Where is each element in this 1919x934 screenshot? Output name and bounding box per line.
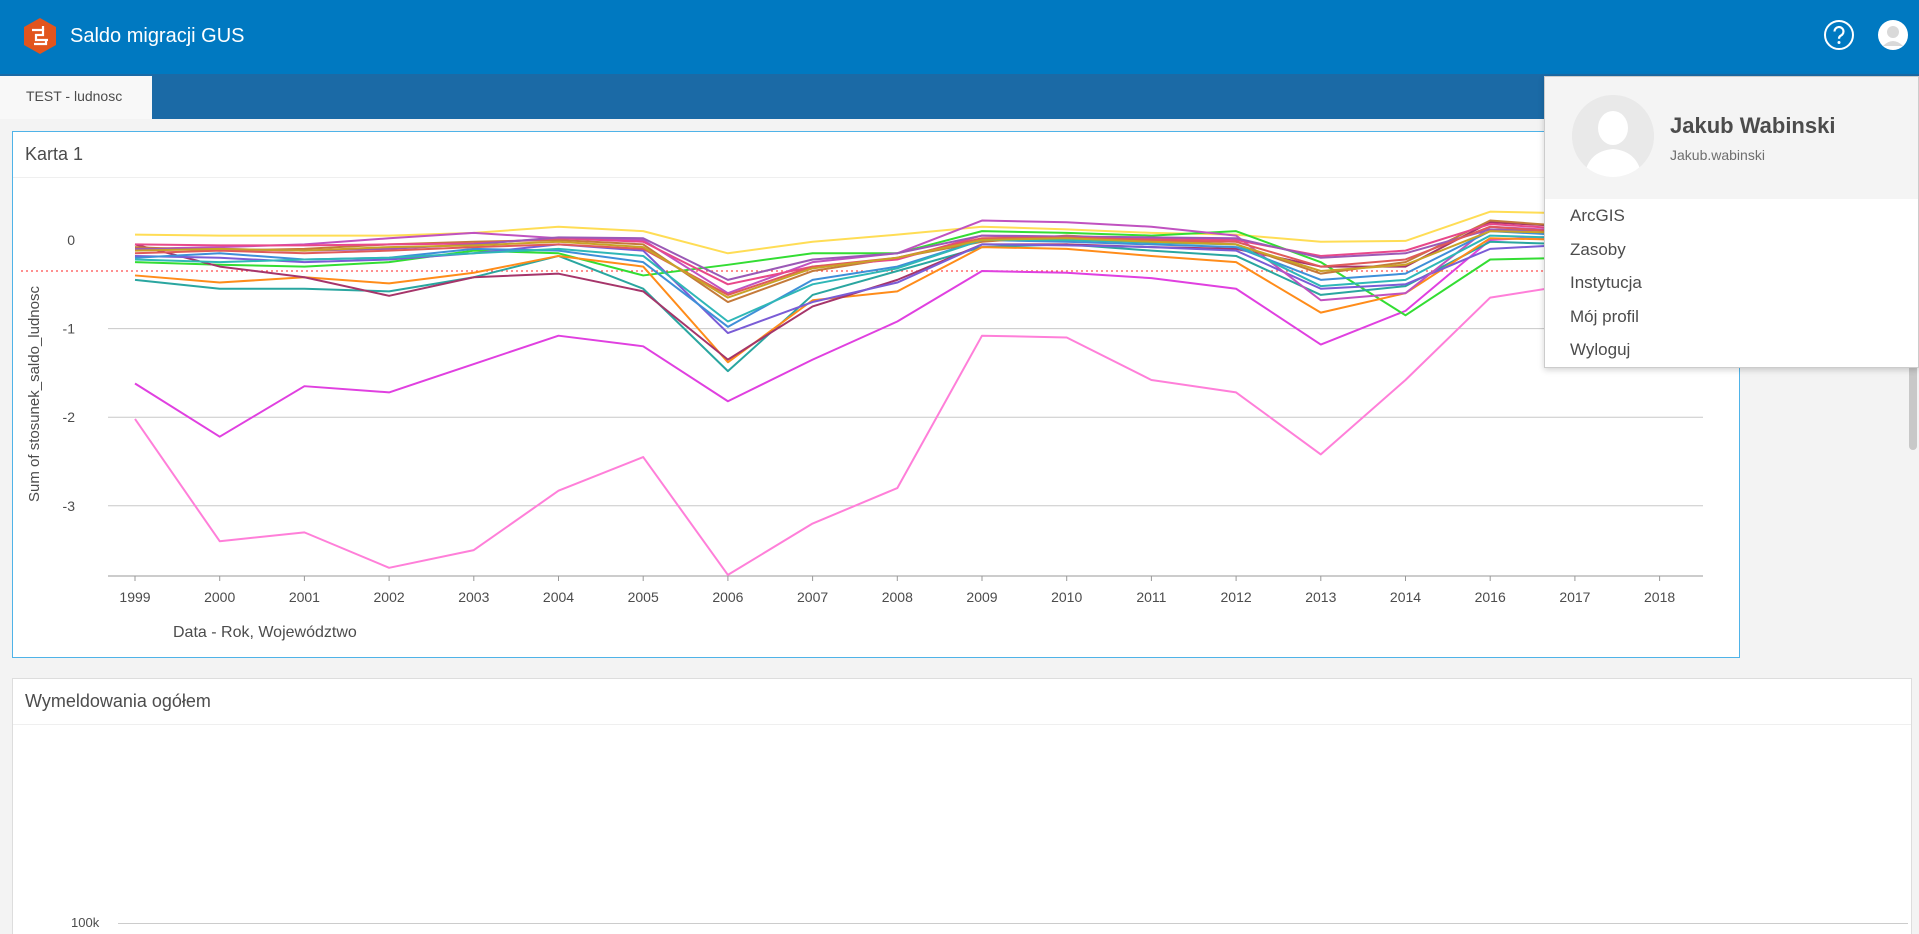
x-tick-label: 2017	[1559, 589, 1590, 605]
y-tick-label: -1	[63, 321, 76, 337]
x-tick-label: 2011	[1136, 589, 1166, 605]
tab-test-ludnosc[interactable]: TEST - ludnosc	[0, 74, 152, 119]
dashboard-logo-icon[interactable]	[22, 17, 58, 55]
chart-card-karta-1: Karta 1 0 -1 -2 -3 1999 2000 2001 2002 2003 2004 2…	[12, 131, 1740, 658]
x-tick-label: 2003	[458, 589, 489, 605]
x-tick-label: 2018	[1644, 589, 1675, 605]
user-full-name: Jakub Wabinski	[1670, 113, 1836, 138]
card-divider	[13, 724, 1911, 725]
x-tick-label: 2002	[374, 589, 405, 605]
x-tick-label: 2010	[1051, 589, 1082, 605]
y-axis-label: Sum of stosunek_saldo_ludnosc	[26, 286, 43, 502]
series-line-13	[134, 234, 1575, 323]
profile-avatar-icon	[1572, 95, 1654, 177]
x-tick-label: 2000	[204, 589, 235, 605]
series-line-12	[135, 228, 1575, 281]
x-tick-label: 2009	[966, 589, 997, 605]
x-axis-label: Data - Rok, Województwo	[173, 624, 357, 641]
user-menu-dropdown: Jakub Wabinski Jakub.wabinski ArcGIS Zas…	[1544, 76, 1919, 368]
series-line-2	[134, 210, 1575, 255]
user-avatar-icon[interactable]	[1877, 19, 1909, 51]
x-tick-label: 2007	[797, 589, 828, 605]
x-tick-label: 2004	[543, 589, 574, 605]
page-scrollbar[interactable]	[1909, 360, 1917, 450]
menu-item-arcgis[interactable]: ArcGIS	[1570, 206, 1625, 225]
menu-item-zasoby[interactable]: Zasoby	[1570, 239, 1626, 259]
series-line-15	[134, 230, 1575, 299]
x-tick-label: 2006	[712, 589, 743, 605]
x-tick-label: 2001	[289, 589, 320, 605]
series-line-0	[134, 283, 1576, 576]
app-title: Saldo migracji GUS	[70, 25, 245, 47]
chart-card-wymeldowania: Wymeldowania ogółem 100k	[12, 678, 1912, 934]
menu-item-instytucja[interactable]: Instytucja	[1570, 273, 1642, 292]
y-tick-label: -2	[63, 409, 76, 425]
x-tick-label: 1999	[119, 589, 150, 605]
question-circle-icon[interactable]	[1823, 19, 1855, 51]
card-title: Karta 1	[25, 144, 84, 164]
gridline	[118, 923, 1908, 924]
user-menu-header: Jakub Wabinski Jakub.wabinski	[1545, 77, 1918, 199]
line-chart: 0 -1 -2 -3 1999 2000 2001 2002 2003 2004 2005 2006 2…	[21, 210, 1703, 641]
x-tick-label: 2008	[882, 589, 913, 605]
menu-item-wyloguj[interactable]: Wyloguj	[1570, 340, 1631, 359]
y-tick-label: -3	[63, 498, 76, 514]
series-line-5	[134, 237, 1575, 364]
menu-item-moj-profil[interactable]: Mój profil	[1570, 306, 1639, 326]
card-title: Wymeldowania ogółem	[25, 691, 211, 711]
app-header: Saldo migracji GUS	[0, 0, 1919, 74]
card-divider	[13, 177, 1739, 178]
series-line-1	[134, 234, 1575, 438]
x-tick-label: 2016	[1475, 589, 1506, 605]
series-line-8	[134, 219, 1575, 302]
series-line-7	[134, 243, 1575, 335]
x-tick-label: 2014	[1390, 589, 1421, 605]
y-axis-tick-label: 100k	[71, 915, 100, 930]
x-tick-label: 2012	[1221, 589, 1252, 605]
x-tick-label: 2005	[628, 589, 659, 605]
y-tick-label: 0	[67, 232, 75, 248]
user-username: Jakub.wabinski	[1670, 147, 1765, 163]
x-tick-label: 2013	[1305, 589, 1336, 605]
user-menu-list: ArcGIS Zasoby Instytucja Mój profil Wylo…	[1545, 199, 1918, 367]
series-line-4	[134, 240, 1575, 373]
